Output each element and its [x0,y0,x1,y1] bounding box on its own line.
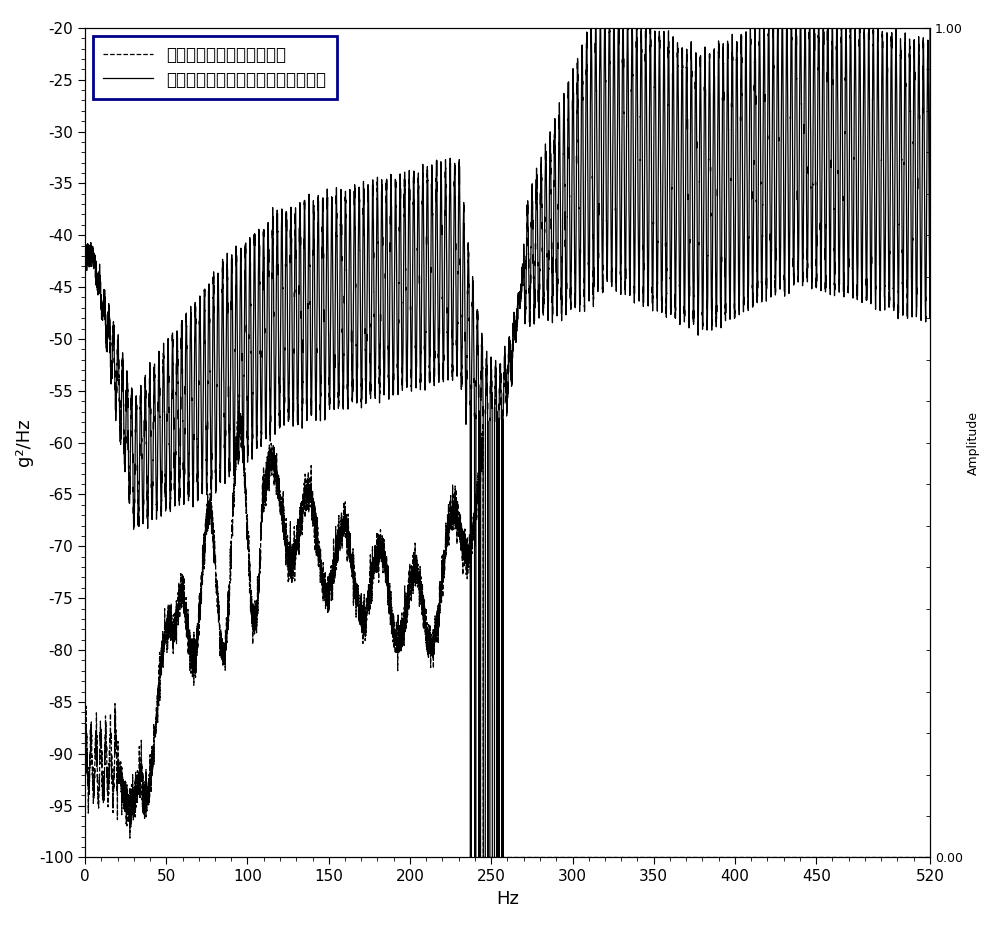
切削渐变凸台激励下振动响应功率谱 [924,22,936,33]
切削渐变凸台激励下振动响应功率谱 [913,43,925,54]
切削渐变凸台激励下振动响应功率谱 [585,22,597,33]
切削渐变凸台激励下振动响应功率谱 [837,191,849,202]
敏击激励下振动响应功率谱 [616,852,628,863]
Y-axis label: Amplitude: Amplitude [967,411,980,475]
敏击激励下振动响应功率谱 [579,852,591,863]
Legend: 敏击激励下振动响应功率谱, 切削渐变凸台激励下振动响应功率谱: 敏击激励下振动响应功率谱, 切削渐变凸台激励下振动响应功率谱 [93,36,337,99]
切削渐变凸台激励下振动响应功率谱 [459,316,471,327]
敏击激励下振动响应功率谱 [233,396,245,407]
切削渐变凸台激励下振动响应功率谱 [922,57,934,69]
敏击激励下振动响应功率谱 [121,784,133,795]
切削渐变凸台激励下振动响应功率谱 [813,64,825,75]
切削渐变凸台激励下振动响应功率谱 [618,176,630,187]
敏击激励下振动响应功率谱 [706,852,718,863]
敏击激励下振动响应功率谱 [79,749,91,760]
敏击激励下振动响应功率谱 [751,852,763,863]
Line: 敏击激励下振动响应功率谱: 敏击激励下振动响应功率谱 [85,401,930,857]
Y-axis label: g²/Hz: g²/Hz [15,419,33,466]
敏击激励下振动响应功率谱 [385,586,397,597]
X-axis label: Hz: Hz [496,890,519,908]
Line: 切削渐变凸台激励下振动响应功率谱: 切削渐变凸台激励下振动响应功率谱 [85,28,930,857]
敏击激励下振动响应功率谱 [924,852,936,863]
切削渐变凸台激励下振动响应功率谱 [464,852,476,863]
敏击激励下振动响应功率谱 [477,852,489,863]
切削渐变凸台激励下振动响应功率谱 [79,256,91,267]
